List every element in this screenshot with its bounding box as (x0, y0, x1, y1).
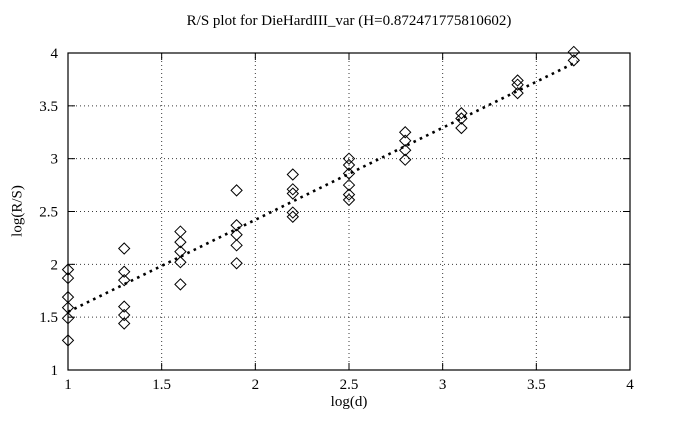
diamond-marker (61, 312, 75, 325)
diamond-marker (286, 206, 300, 219)
chart-title: R/S plot for DieHardIII_var (H=0.8724717… (186, 13, 512, 29)
diamond-marker (342, 158, 356, 172)
diamond-marker (61, 271, 75, 285)
diamond-marker (342, 178, 356, 192)
y-tick-label: 4 (51, 46, 59, 62)
x-axis-label: log(d) (330, 394, 368, 410)
diamond-marker (174, 278, 187, 291)
diamond-marker (567, 54, 581, 67)
diamond-marker (511, 74, 524, 87)
diamond-marker (567, 45, 581, 59)
y-tick-label: 2 (51, 257, 59, 273)
y-tick-label: 1 (51, 363, 59, 379)
diamond-marker (286, 187, 300, 200)
diamond-marker (61, 263, 75, 276)
diamond-marker (398, 134, 412, 147)
diamond-marker (342, 193, 356, 207)
diamond-marker (230, 257, 243, 270)
diamond-marker (117, 265, 131, 278)
diamond-marker (230, 219, 243, 232)
diamond-marker (174, 256, 187, 269)
diamond-marker (174, 235, 187, 249)
diamond-marker (342, 188, 356, 201)
x-tick-label: 2.5 (340, 377, 359, 393)
diamond-marker (117, 273, 131, 287)
x-tick-label: 2 (252, 377, 260, 393)
diamond-marker (61, 334, 75, 347)
diamond-marker (117, 317, 131, 330)
diamond-marker (286, 210, 300, 223)
diamond-marker (286, 183, 300, 196)
y-axis-label: log(R/S) (9, 185, 26, 237)
diamond-marker (455, 121, 468, 135)
y-tick-label: 2.5 (39, 205, 58, 221)
plot-border (67, 52, 631, 371)
diamond-marker (398, 126, 412, 139)
x-tick-label: 1 (64, 377, 72, 393)
diamond-marker (230, 184, 243, 197)
x-tick-label: 3.5 (527, 377, 546, 393)
x-tick-label: 4 (626, 377, 634, 393)
y-tick-label: 3 (51, 152, 59, 168)
diamond-marker (398, 153, 412, 166)
diamond-marker (117, 300, 131, 313)
x-tick-label: 1.5 (152, 377, 171, 393)
x-tick-label: 3 (439, 377, 447, 393)
diamond-marker (117, 308, 131, 322)
diamond-marker (511, 78, 524, 91)
fit-line (67, 60, 579, 314)
diamond-marker (117, 242, 131, 255)
y-tick-label: 3.5 (39, 99, 58, 115)
diamond-marker (286, 168, 300, 181)
diamond-marker (174, 225, 187, 238)
diamond-marker (230, 239, 243, 252)
diamond-marker (342, 152, 356, 165)
diamond-marker (455, 107, 468, 120)
y-tick-label: 1.5 (39, 310, 58, 326)
